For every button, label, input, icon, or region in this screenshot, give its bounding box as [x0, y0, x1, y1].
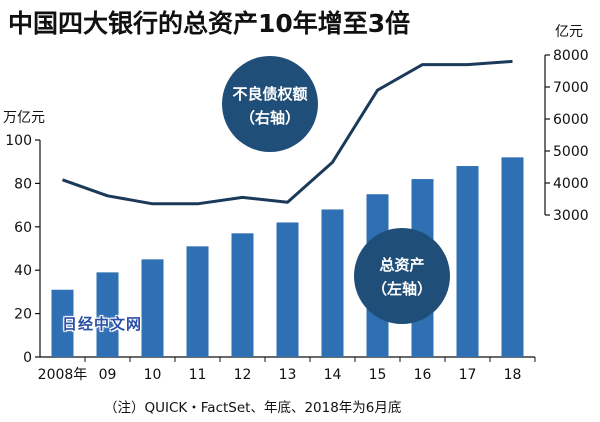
bar-total-assets — [96, 272, 119, 357]
x-tick-label: 17 — [459, 367, 477, 383]
x-tick-label: 12 — [234, 367, 252, 383]
right-tick-label: 6000 — [553, 112, 589, 128]
x-tick-label: 15 — [369, 367, 387, 383]
left-tick-label: 40 — [14, 263, 32, 279]
left-tick-label: 20 — [14, 307, 32, 323]
right-axis-unit: 亿元 — [555, 24, 583, 40]
right-tick-label: 8000 — [553, 48, 589, 64]
source-note: （注）QUICK・FactSet、年底、2018年为6月底 — [104, 400, 402, 416]
bar-total-assets — [321, 209, 344, 357]
chart-title: 中国四大银行的总资产10年增至3倍 — [8, 9, 411, 38]
x-tick-label: 13 — [279, 367, 297, 383]
x-tick-label: 18 — [504, 367, 522, 383]
x-tick-label: 11 — [189, 367, 207, 383]
bar-total-assets — [276, 222, 299, 357]
bar-total-assets — [501, 157, 524, 357]
right-tick-label: 7000 — [553, 80, 589, 96]
series-label-text: 总资产 — [379, 256, 424, 274]
left-tick-label: 100 — [5, 133, 32, 149]
left-axis-unit: 万亿元 — [3, 110, 45, 126]
bar-total-assets — [231, 233, 254, 357]
left-tick-label: 0 — [23, 350, 32, 366]
bar-total-assets — [186, 246, 209, 357]
x-tick-label: 16 — [414, 367, 432, 383]
line-bad-loans — [61, 59, 513, 206]
series-label-bubble — [222, 56, 318, 152]
right-tick-label: 5000 — [553, 144, 589, 160]
series-label-axis-text: （左轴） — [372, 280, 432, 298]
right-tick-label: 4000 — [553, 176, 589, 192]
bar-total-assets — [141, 259, 164, 357]
x-tick-label: 10 — [144, 367, 162, 383]
bar-total-assets — [51, 289, 74, 357]
series-label-text: 不良债权额 — [232, 85, 307, 103]
bar-total-assets — [456, 166, 479, 357]
right-tick-label: 3000 — [553, 208, 589, 224]
series-label-bubble — [354, 228, 450, 324]
left-tick-label: 80 — [14, 176, 32, 192]
x-tick-label: 09 — [99, 367, 117, 383]
watermark: 日经中文网 — [62, 315, 143, 333]
left-tick-label: 60 — [14, 220, 32, 236]
x-tick-label: 14 — [324, 367, 342, 383]
x-tick-label: 2008年 — [38, 367, 88, 383]
series-label-axis-text: （右轴） — [240, 109, 300, 127]
